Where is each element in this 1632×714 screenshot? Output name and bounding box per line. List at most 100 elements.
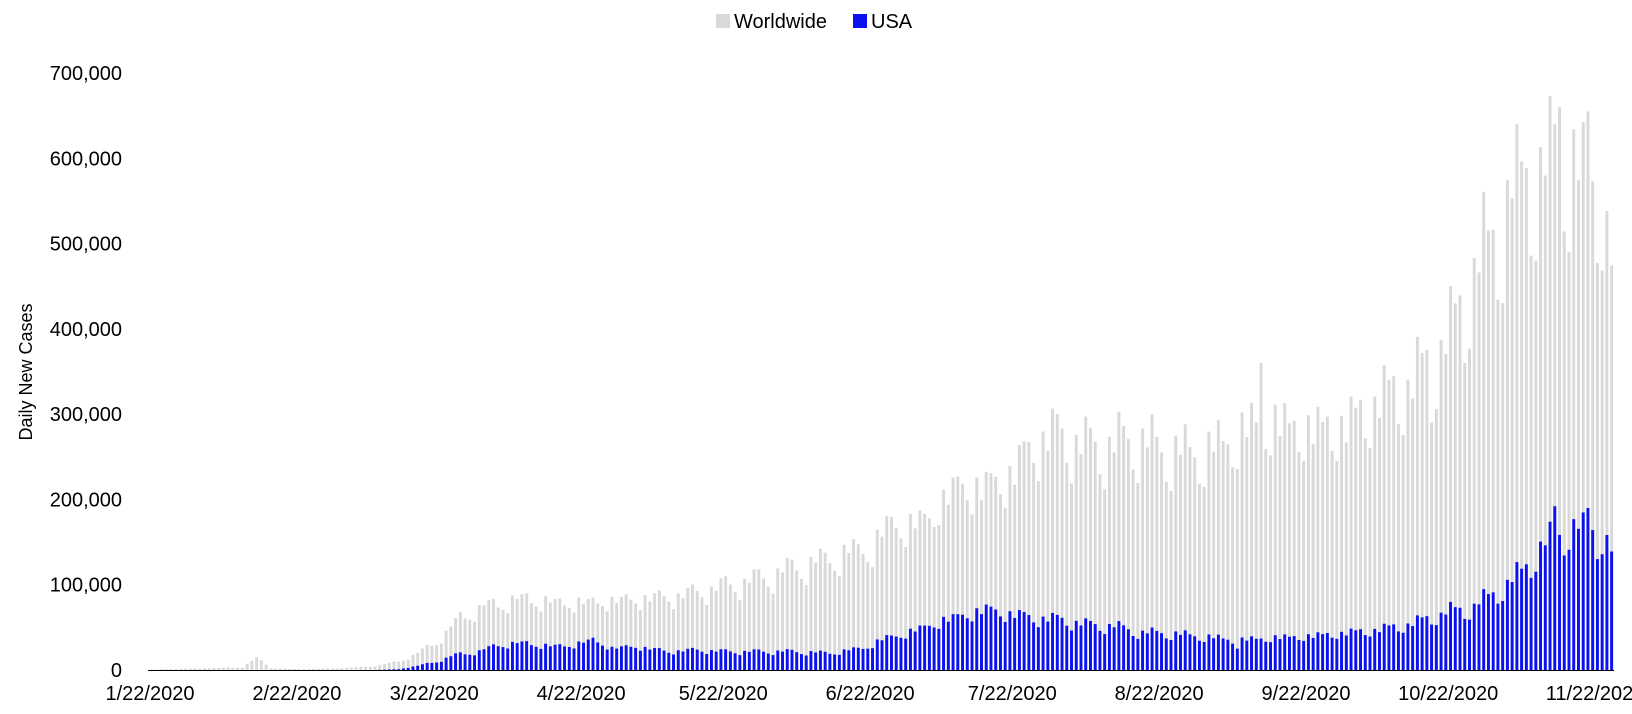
usa-bar [970, 621, 974, 670]
worldwide-bar [520, 594, 524, 670]
worldwide-bar [818, 548, 822, 670]
worldwide-bar [255, 657, 259, 670]
worldwide-bar [193, 668, 197, 670]
worldwide-bar [425, 644, 429, 670]
usa-bar [1359, 629, 1362, 670]
worldwide-bar [899, 538, 903, 670]
worldwide-bar [781, 572, 784, 670]
worldwide-bar [923, 513, 927, 670]
usa-bar [1221, 638, 1225, 670]
worldwide-bar [311, 668, 315, 670]
worldwide-bar [297, 669, 301, 670]
usa-bar [1084, 618, 1088, 670]
usa-bar [837, 654, 841, 670]
usa-bar [1065, 625, 1069, 670]
usa-bar [875, 639, 879, 670]
worldwide-bar [274, 668, 278, 670]
worldwide-bar [198, 668, 202, 670]
worldwide-bar [188, 668, 192, 670]
worldwide-bar [757, 569, 761, 670]
usa-bar [1581, 512, 1585, 670]
worldwide-bar [686, 587, 690, 670]
usa-bar [1136, 638, 1140, 670]
worldwide-bar [1316, 406, 1320, 670]
usa-bar [752, 649, 756, 670]
y-tick-label: 600,000 [50, 148, 122, 170]
usa-bar [1316, 632, 1320, 670]
x-tick-label: 3/22/2020 [390, 683, 479, 705]
usa-bar [496, 646, 500, 670]
usa-bar [619, 646, 623, 670]
worldwide-bar [487, 600, 491, 670]
usa-bar [1169, 639, 1173, 670]
worldwide-bar [837, 575, 841, 670]
usa-bar [477, 650, 481, 670]
worldwide-bar [1354, 407, 1358, 670]
usa-bar [1216, 634, 1220, 670]
worldwide-bar [1107, 436, 1111, 670]
usa-bar [762, 651, 766, 670]
usa-bar [1321, 634, 1325, 670]
usa-bar [1292, 636, 1296, 670]
usa-bar [1387, 625, 1391, 670]
worldwide-bar [1287, 423, 1291, 670]
worldwide-bar [482, 605, 486, 670]
worldwide-bar [387, 662, 391, 670]
worldwide-bar [420, 648, 424, 670]
worldwide-bar [1325, 416, 1329, 670]
worldwide-bar [823, 552, 827, 670]
usa-bar [1197, 640, 1201, 670]
worldwide-bar [1013, 484, 1017, 670]
usa-bar [558, 644, 562, 670]
usa-bar [1335, 638, 1339, 670]
usa-bar [1468, 619, 1471, 670]
worldwide-bar [776, 568, 780, 670]
worldwide-bar [795, 570, 799, 670]
worldwide-bar [1340, 415, 1344, 670]
worldwide-bar [330, 668, 334, 670]
worldwide-bar [212, 667, 216, 670]
worldwide-bar [1382, 365, 1386, 670]
worldwide-bar [842, 544, 846, 670]
usa-bar [880, 640, 884, 670]
usa-bar [1368, 636, 1372, 670]
worldwide-bar [435, 645, 439, 670]
usa-bar [544, 643, 548, 670]
worldwide-bar [529, 603, 533, 670]
usa-bar [766, 653, 770, 670]
usa-bar [1126, 629, 1130, 670]
x-tick-label: 2/22/2020 [252, 683, 341, 705]
worldwide-bar [904, 546, 908, 670]
worldwide-bar [1231, 467, 1235, 670]
worldwide-bar [913, 528, 917, 670]
worldwide-bar [1254, 422, 1258, 670]
worldwide-bar [1553, 124, 1557, 671]
usa-bar [577, 641, 581, 670]
worldwide-bar [534, 606, 538, 670]
worldwide-bar [724, 576, 728, 670]
worldwide-bar [548, 602, 552, 670]
worldwide-bar [653, 593, 657, 670]
worldwide-bar [231, 667, 235, 670]
usa-bar [492, 644, 495, 670]
usa-bar [506, 648, 510, 670]
worldwide-bar [1060, 428, 1064, 670]
worldwide-bar [1600, 270, 1604, 670]
worldwide-bar [563, 605, 567, 670]
usa-bar [1444, 614, 1448, 670]
worldwide-bar [1482, 191, 1486, 671]
worldwide-bar [411, 654, 415, 670]
usa-bar [662, 650, 666, 670]
usa-bar [1245, 640, 1249, 670]
worldwide-bar [1572, 129, 1576, 671]
worldwide-bar [1202, 486, 1206, 670]
usa-bar [1089, 620, 1092, 670]
worldwide-bar [278, 668, 282, 670]
worldwide-bar [629, 599, 633, 670]
usa-bar [1463, 618, 1467, 670]
worldwide-bar [454, 618, 458, 670]
usa-bar [515, 643, 519, 670]
worldwide-bar [861, 554, 865, 670]
worldwide-bar [506, 613, 510, 670]
worldwide-bar [975, 477, 979, 670]
